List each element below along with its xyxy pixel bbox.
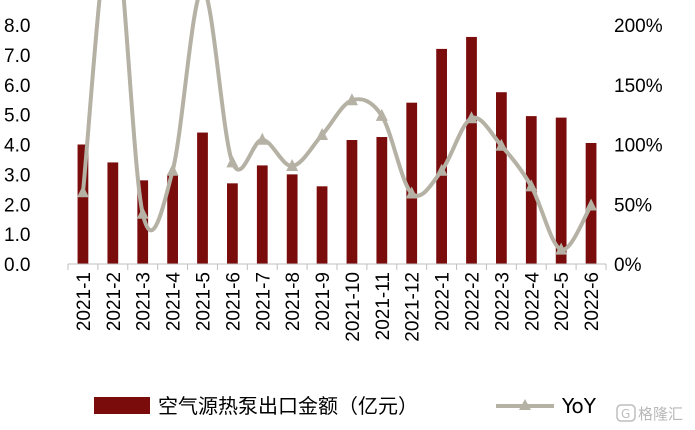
yoy-marker xyxy=(465,111,478,124)
yoy-marker xyxy=(585,198,598,211)
bar xyxy=(316,186,328,264)
bar xyxy=(107,162,119,264)
bar xyxy=(256,165,268,264)
bar xyxy=(496,92,507,264)
yoy-marker xyxy=(495,138,508,151)
x-tick-label: 2022-3 xyxy=(492,272,513,331)
legend: 空气源热泵出口金额（亿元） YoY xyxy=(94,394,597,418)
yoy-marker xyxy=(226,155,239,168)
left-tick-label: 8.0 xyxy=(4,16,30,37)
yoy-marker xyxy=(136,206,149,219)
yoy-marker xyxy=(435,163,448,176)
yoy-marker xyxy=(405,186,418,199)
yoy-marker xyxy=(525,179,538,192)
right-tick-label: 100% xyxy=(614,136,663,157)
bar xyxy=(227,183,238,264)
yoy-marker xyxy=(76,185,89,198)
bar xyxy=(406,102,418,264)
x-tick-label: 2021-3 xyxy=(134,272,155,331)
x-tick-label: 2021-6 xyxy=(223,272,244,331)
right-tick-label: 0% xyxy=(614,255,642,276)
yoy-marker xyxy=(256,132,269,145)
left-tick-label: 7.0 xyxy=(4,46,30,67)
legend-label-line: YoY xyxy=(561,394,597,418)
right-tick-label: 150% xyxy=(614,76,663,97)
x-axis: 2021-1 2021-2 2021-3 2021-4 2021-5 2021-6 2021… xyxy=(67,264,607,342)
yoy-line xyxy=(80,0,593,252)
watermark-logo-glyph: G xyxy=(621,407,630,421)
bar xyxy=(555,117,567,264)
x-tick-label: 2021-10 xyxy=(343,272,364,342)
right-axis: 0% 50% 100% 150% 200% xyxy=(614,16,663,276)
watermark-text: 格隆汇 xyxy=(638,405,683,423)
x-tick-label: 2021-4 xyxy=(164,272,185,332)
left-tick-label: 0.0 xyxy=(4,255,30,276)
x-tick-label: 2021-1 xyxy=(74,272,95,331)
bar xyxy=(436,48,447,265)
bar xyxy=(466,36,477,265)
left-tick-label: 6.0 xyxy=(4,76,30,97)
left-tick-label: 1.0 xyxy=(4,225,30,246)
left-tick-label: 4.0 xyxy=(4,136,30,157)
legend-swatch-bar xyxy=(94,397,150,414)
bar xyxy=(137,180,149,264)
left-tick-label: 5.0 xyxy=(4,106,30,127)
x-tick-label: 2022-5 xyxy=(552,272,573,331)
yoy-marker xyxy=(166,163,179,176)
left-tick-label: 3.0 xyxy=(4,165,30,186)
x-tick-label: 2021-7 xyxy=(253,272,274,331)
right-tick-label: 200% xyxy=(614,16,663,37)
left-tick-label: 2.0 xyxy=(4,195,30,216)
yoy-marker xyxy=(316,127,329,140)
bar xyxy=(167,174,178,264)
yoy-marker xyxy=(555,242,568,255)
x-tick-label: 2022-4 xyxy=(522,272,543,332)
bar xyxy=(346,140,358,264)
watermark-logo-icon xyxy=(616,404,636,422)
bar xyxy=(376,137,388,264)
x-tick-label: 2021-11 xyxy=(373,272,394,340)
watermark-logo: G 格隆汇 xyxy=(616,404,683,423)
bar xyxy=(77,144,89,264)
legend-swatch-marker xyxy=(519,399,531,410)
x-tick-label: 2021-5 xyxy=(194,272,215,331)
yoy-marker xyxy=(345,93,358,106)
x-tick-label: 2021-2 xyxy=(104,272,125,331)
yoy-series xyxy=(76,0,598,255)
x-tick-label: 2021-8 xyxy=(283,272,304,331)
right-tick-label: 50% xyxy=(614,195,652,216)
legend-label-bar: 空气源热泵出口金额（亿元） xyxy=(158,394,418,418)
yoy-marker xyxy=(375,108,388,121)
yoy-marker xyxy=(286,159,299,172)
left-axis: 0.0 1.0 2.0 3.0 4.0 5.0 6.0 7.0 8.0 xyxy=(4,16,30,276)
x-tick-label: 2021-12 xyxy=(403,272,424,342)
bar xyxy=(197,132,208,264)
bar xyxy=(286,174,298,264)
x-tick-label: 2022-2 xyxy=(463,272,484,331)
x-tick-label: 2022-1 xyxy=(433,272,454,331)
x-tick-label: 2022-6 xyxy=(582,272,603,331)
x-tick-label: 2021-9 xyxy=(313,272,334,331)
